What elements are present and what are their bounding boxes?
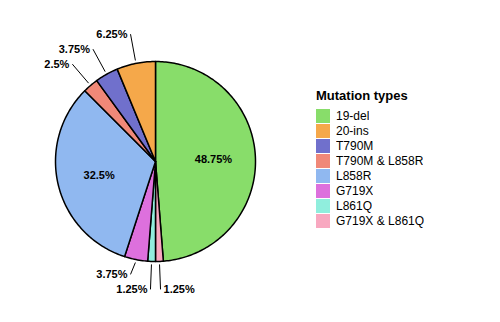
svg-text:3.75%: 3.75% (96, 268, 127, 280)
svg-text:48.75%: 48.75% (195, 153, 233, 165)
svg-text:32.5%: 32.5% (84, 169, 115, 181)
html-text:L861Q: L861Q (336, 198, 372, 213)
html-text:19-del: 19-del (336, 108, 370, 123)
html-text:G719X & L861Q: G719X & L861Q (336, 213, 425, 228)
html-text:20-ins: 20-ins (336, 123, 369, 138)
html-text:G719X: G719X (336, 183, 374, 198)
svg-text:1.25%: 1.25% (116, 283, 147, 295)
svg-text:3.75%: 3.75% (59, 43, 90, 55)
svg-text:6.25%: 6.25% (96, 28, 127, 40)
html-text:Mutation types: Mutation types (316, 87, 408, 103)
html-text:T790M: T790M (336, 138, 374, 153)
svg-text:1.25%: 1.25% (164, 283, 195, 295)
svg-text:2.5%: 2.5% (44, 58, 69, 70)
html-text:T790M & L858R: T790M & L858R (336, 153, 424, 168)
html-text:L858R: L858R (336, 168, 372, 183)
